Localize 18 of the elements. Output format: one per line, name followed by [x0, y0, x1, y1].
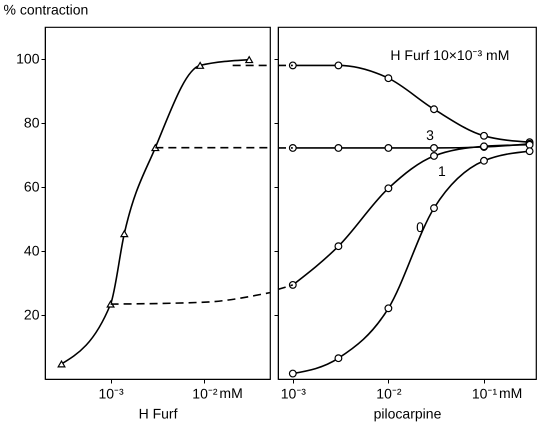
text: mM	[498, 385, 522, 401]
x-axis-title: pilocarpine	[374, 406, 442, 422]
x-tick-label: 10⁻²	[376, 386, 402, 402]
x-tick-label: 10⁻³	[98, 386, 124, 402]
y-tick-label: 60	[24, 178, 40, 194]
x-tick-label: 10⁻²	[192, 386, 218, 402]
series-label: 1	[438, 162, 446, 179]
x-tick-label: 10⁻¹	[472, 386, 498, 402]
text: mM	[219, 385, 243, 401]
series-label: H Furf 10×10⁻³ mM	[390, 47, 510, 64]
series-label: 3	[426, 126, 434, 143]
x-tick-label: 10⁻³	[280, 386, 306, 402]
y-tick-label: 100	[16, 50, 40, 66]
y-tick-label: 40	[24, 242, 40, 258]
y-tick-label: 20	[24, 306, 40, 322]
y-tick-label: 80	[24, 114, 40, 130]
x-axis-title: H Furf	[138, 406, 178, 422]
y-axis-title: % contraction	[4, 2, 88, 18]
